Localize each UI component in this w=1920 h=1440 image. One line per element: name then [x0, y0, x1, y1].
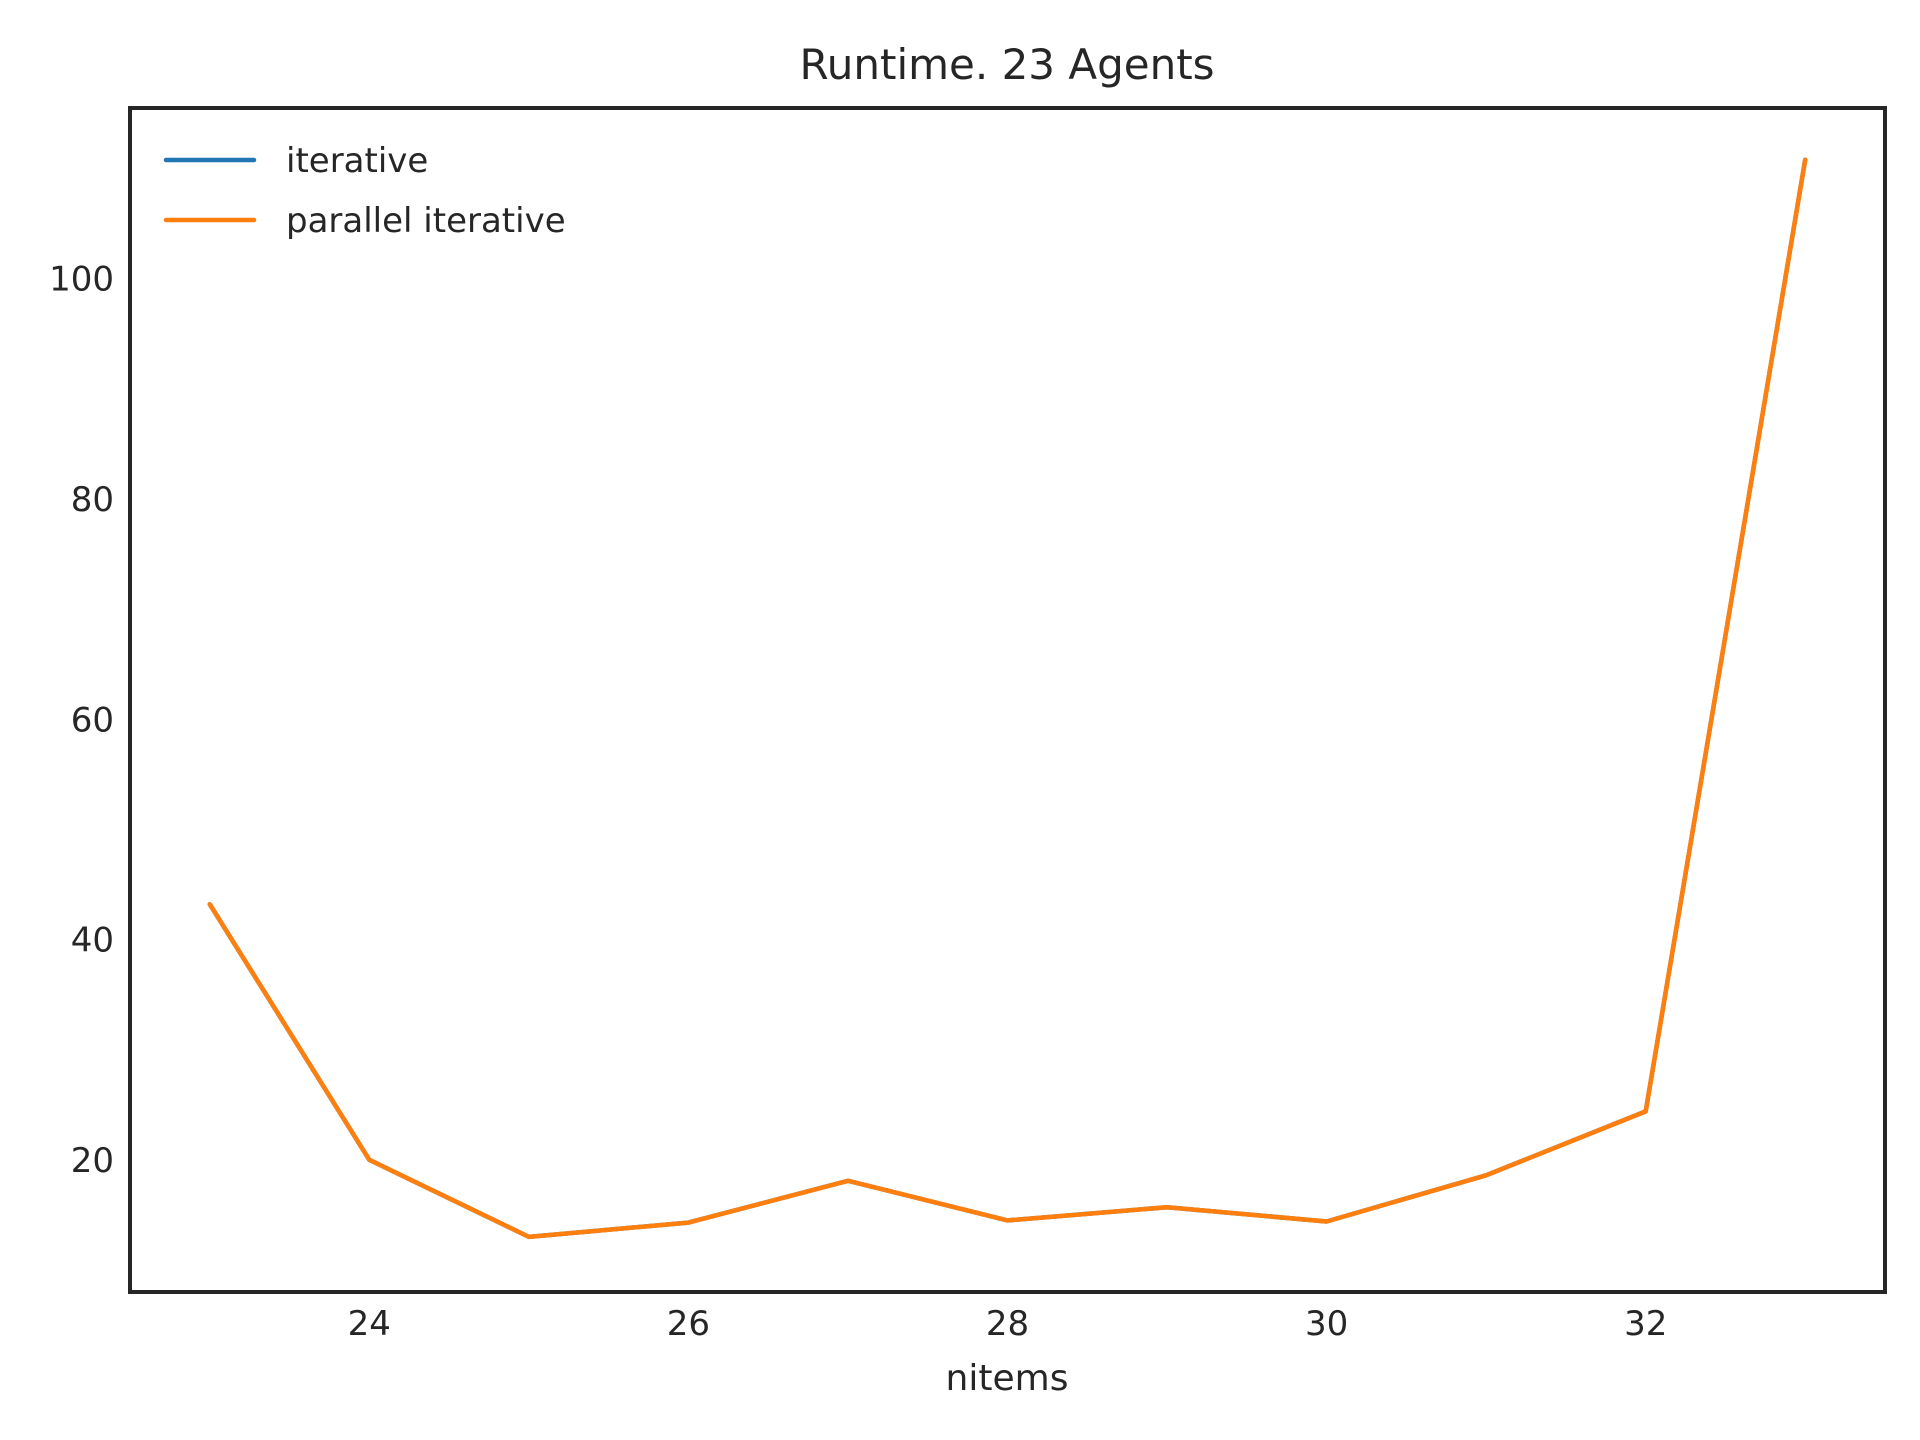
- x-tick-label: 28: [986, 1304, 1029, 1344]
- chart-title: Runtime. 23 Agents: [799, 40, 1214, 89]
- y-tick-labels: 20 40 60 80 100: [49, 260, 114, 1181]
- x-tick-labels: 24 26 28 30 32: [348, 1304, 1668, 1344]
- x-tick-label: 26: [667, 1304, 710, 1344]
- x-tick-label: 32: [1624, 1304, 1667, 1344]
- y-tick-label: 40: [71, 921, 114, 961]
- x-tick-label: 30: [1305, 1304, 1348, 1344]
- plot-area: [207, 157, 1808, 1240]
- legend: iterative parallel iterative: [163, 141, 566, 241]
- legend-label: iterative: [286, 141, 428, 181]
- y-tick-label: 60: [71, 700, 114, 740]
- legend-label: parallel iterative: [286, 201, 566, 241]
- plot-frame: [128, 106, 1887, 1294]
- y-tick-label: 20: [71, 1141, 114, 1181]
- series-line-parallel-iterative: [207, 157, 1808, 1240]
- x-tick-label: 24: [348, 1304, 391, 1344]
- y-tick-label: 100: [49, 260, 114, 300]
- y-tick-label: 80: [71, 480, 114, 520]
- x-axis-label: nitems: [946, 1358, 1069, 1399]
